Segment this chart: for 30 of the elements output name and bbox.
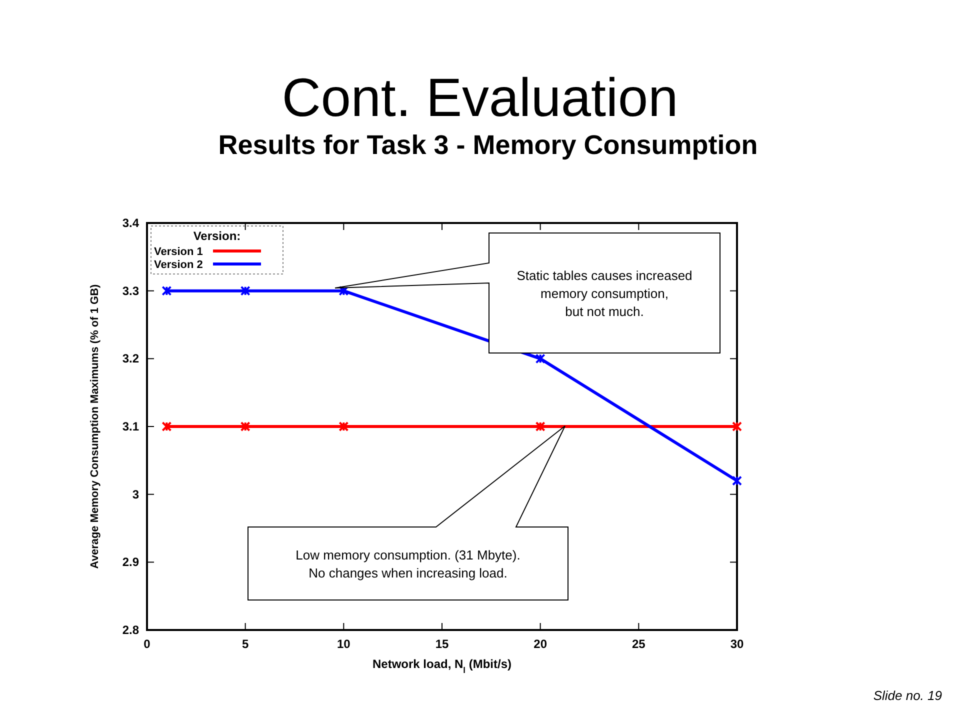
x-tick-label: 10 xyxy=(336,637,351,651)
y-tick-label: 3 xyxy=(132,487,140,502)
x-tick-label: 30 xyxy=(730,637,744,651)
text: Slide no. 19 xyxy=(873,688,942,703)
x-tick-label: 20 xyxy=(534,637,548,651)
chart-subtitle: Results for Task 3 - Memory Consumption xyxy=(218,130,758,160)
chart-title: Cont. Evaluation xyxy=(282,68,678,128)
point xyxy=(240,422,250,432)
x-tick-label: 5 xyxy=(242,637,249,651)
legend-label: Version 1 xyxy=(154,246,203,258)
point xyxy=(240,286,250,296)
y-tick-label: 3.2 xyxy=(122,352,140,366)
x-tick-label: 15 xyxy=(435,637,449,651)
x-tick-label: 0 xyxy=(144,637,151,651)
y-axis-title: Average Memory Consumption Maximums (% of 1 GB) xyxy=(89,284,101,569)
legend-title: Version: xyxy=(193,229,241,243)
annotation: Low memory consumption. (31 Mbyte). No changes when increasing load. xyxy=(296,548,520,580)
annotation: Static tables causes increased memory consumption, but not much. xyxy=(516,268,692,319)
y-tick-label: 3.1 xyxy=(122,420,140,434)
point xyxy=(535,422,546,432)
legend-label: Version 2 xyxy=(154,259,203,271)
x-axis-title: Network load, N$_{l}$ (Mbit/s) xyxy=(372,657,512,675)
y-tick-label: 2.8 xyxy=(122,623,140,637)
y-tick-label: 2.9 xyxy=(122,555,140,570)
point xyxy=(535,354,546,364)
point xyxy=(338,422,349,432)
x-tick-label: 25 xyxy=(632,637,646,651)
point xyxy=(338,286,349,296)
y-tick-label: 3.4 xyxy=(122,216,140,230)
y-tick-label: 3.3 xyxy=(122,284,140,298)
